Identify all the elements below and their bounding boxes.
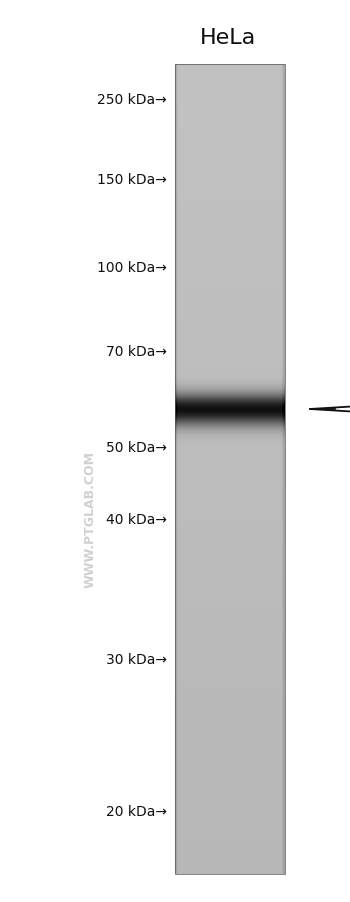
Text: 20 kDa→: 20 kDa→: [106, 804, 167, 818]
Text: 150 kDa→: 150 kDa→: [97, 173, 167, 187]
Text: 50 kDa→: 50 kDa→: [106, 440, 167, 455]
Text: 100 kDa→: 100 kDa→: [97, 261, 167, 275]
Text: WWW.PTGLAB.COM: WWW.PTGLAB.COM: [84, 451, 97, 588]
Text: 40 kDa→: 40 kDa→: [106, 512, 167, 527]
Text: 70 kDa→: 70 kDa→: [106, 345, 167, 359]
Bar: [175, 65, 285, 874]
Text: 250 kDa→: 250 kDa→: [97, 93, 167, 106]
Text: 30 kDa→: 30 kDa→: [106, 652, 167, 667]
Text: HeLa: HeLa: [200, 28, 256, 48]
